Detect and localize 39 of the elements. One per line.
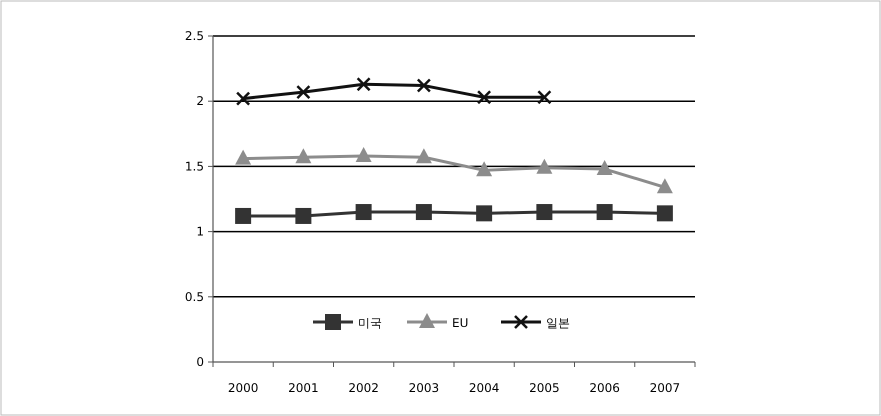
point bbox=[236, 91, 250, 106]
point bbox=[536, 204, 552, 220]
legend-label: 일본 bbox=[546, 316, 570, 330]
point bbox=[416, 78, 432, 93]
y-tick-label: 2 bbox=[196, 94, 204, 108]
y-tick-label: 0.5 bbox=[184, 290, 204, 304]
point bbox=[656, 205, 673, 222]
x-tick-label: 2005 bbox=[529, 381, 560, 395]
x-tick-label: 2002 bbox=[348, 381, 379, 395]
legend-label: EU bbox=[452, 316, 468, 330]
y-tick-label: 1 bbox=[196, 224, 204, 239]
point bbox=[356, 204, 372, 220]
x-tick-label: 2007 bbox=[650, 381, 680, 395]
point bbox=[295, 148, 312, 164]
point bbox=[296, 84, 311, 100]
point bbox=[476, 161, 492, 176]
point bbox=[356, 146, 372, 162]
point bbox=[356, 77, 371, 92]
x-tick-label: 2006 bbox=[589, 381, 620, 395]
x-tick-label: 2000 bbox=[228, 381, 258, 395]
point bbox=[235, 208, 252, 224]
point bbox=[476, 205, 492, 222]
point bbox=[295, 208, 312, 224]
point bbox=[476, 90, 492, 105]
point bbox=[537, 90, 552, 105]
point bbox=[235, 150, 252, 165]
point bbox=[416, 148, 432, 164]
point bbox=[596, 160, 613, 176]
x-tick-label: 2004 bbox=[468, 381, 500, 395]
point bbox=[596, 204, 613, 220]
y-tick-label: 2.5 bbox=[184, 29, 204, 43]
y-tick-label: 0 bbox=[196, 355, 204, 369]
x-tick-label: 2001 bbox=[288, 381, 319, 395]
legend-label: 미국 bbox=[358, 316, 382, 330]
point bbox=[416, 204, 432, 220]
point bbox=[536, 158, 552, 174]
y-tick-label: 1.5 bbox=[184, 159, 204, 174]
point bbox=[656, 178, 673, 194]
x-tick-label: 2003 bbox=[408, 381, 440, 395]
